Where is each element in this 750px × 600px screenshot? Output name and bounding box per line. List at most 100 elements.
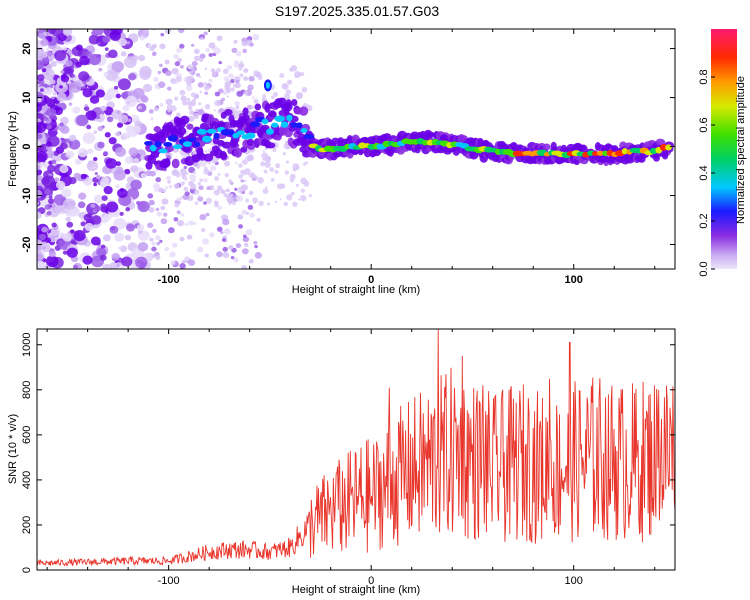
noise-blob bbox=[68, 176, 77, 185]
noise-blob bbox=[156, 241, 161, 246]
noise-blob bbox=[241, 265, 248, 269]
noise-blob bbox=[238, 174, 243, 179]
noise-blob bbox=[188, 105, 193, 111]
noise-blob bbox=[87, 160, 96, 168]
noise-blob bbox=[286, 194, 293, 201]
noise-blob bbox=[227, 81, 230, 84]
track-halo bbox=[469, 150, 479, 160]
noise-blob bbox=[37, 174, 43, 181]
noise-blob bbox=[300, 195, 307, 202]
noise-blob bbox=[103, 213, 112, 221]
track-core bbox=[201, 135, 212, 143]
noise-blob bbox=[84, 103, 88, 107]
noise-blob bbox=[60, 142, 68, 150]
y-tick-label: 20 bbox=[21, 42, 33, 54]
noise-blob bbox=[37, 211, 42, 220]
noise-blob bbox=[151, 246, 157, 252]
snr-chart: -100 0 100 0 200 400 600 800 1000 Height of str… bbox=[7, 328, 676, 596]
noise-blob bbox=[41, 68, 47, 73]
noise-blob bbox=[100, 203, 107, 210]
noise-blob bbox=[180, 168, 187, 175]
noise-blob bbox=[199, 58, 204, 62]
noise-blob bbox=[181, 181, 185, 185]
noise-blob bbox=[37, 189, 43, 199]
noise-blob bbox=[252, 96, 255, 99]
track-halo bbox=[186, 123, 194, 130]
noise-blob bbox=[115, 161, 122, 167]
noise-blob bbox=[238, 62, 245, 69]
noise-blob bbox=[88, 34, 100, 45]
noise-blob bbox=[126, 223, 135, 232]
noise-blob bbox=[208, 161, 212, 165]
noise-blob bbox=[264, 156, 272, 163]
noise-blob bbox=[113, 85, 119, 90]
track-core bbox=[213, 132, 220, 140]
noise-blob bbox=[275, 163, 281, 169]
noise-blob bbox=[150, 117, 154, 121]
noise-blob bbox=[135, 256, 148, 268]
noise-blob bbox=[77, 201, 86, 209]
noise-blob bbox=[139, 69, 151, 80]
noise-blob bbox=[183, 186, 189, 192]
noise-blob bbox=[109, 30, 121, 41]
noise-blob bbox=[192, 171, 196, 174]
noise-blob bbox=[204, 91, 208, 95]
noise-blob bbox=[270, 177, 275, 182]
noise-blob bbox=[246, 154, 254, 162]
noise-blob bbox=[233, 257, 239, 263]
track-core bbox=[665, 144, 672, 151]
track-halo bbox=[427, 131, 435, 138]
noise-blob bbox=[258, 73, 262, 77]
y-tick-label: 0 bbox=[21, 567, 33, 573]
noise-blob bbox=[167, 227, 175, 234]
track-core bbox=[245, 132, 256, 139]
colorbar-tick-label: 0.2 bbox=[698, 213, 710, 228]
noise-blob bbox=[197, 82, 204, 88]
noise-blob bbox=[222, 252, 230, 259]
noise-blob bbox=[108, 49, 118, 59]
track-core bbox=[596, 150, 605, 156]
track-core bbox=[659, 143, 668, 151]
noise-blob bbox=[148, 207, 155, 213]
noise-blob bbox=[104, 47, 109, 51]
noise-blob bbox=[186, 81, 192, 87]
noise-blob bbox=[37, 239, 44, 252]
noise-blob bbox=[170, 78, 176, 84]
noise-blob bbox=[154, 188, 158, 193]
colorbar-tick-label: 0.8 bbox=[698, 69, 710, 84]
noise-blob bbox=[121, 92, 129, 99]
noise-blob bbox=[82, 255, 93, 265]
noise-blob bbox=[242, 248, 249, 255]
noise-blob bbox=[171, 171, 177, 176]
noise-blob bbox=[267, 202, 271, 206]
noise-blob bbox=[174, 202, 180, 208]
noise-blob bbox=[203, 84, 210, 91]
noise-blob bbox=[173, 148, 178, 153]
noise-blob bbox=[285, 89, 292, 95]
noise-blob bbox=[37, 74, 45, 81]
y-tick-label: 600 bbox=[21, 426, 33, 444]
noise-blob bbox=[190, 183, 197, 190]
noise-blob bbox=[170, 260, 176, 265]
noise-blob bbox=[222, 218, 230, 226]
track-core bbox=[163, 142, 173, 147]
noise-blob bbox=[100, 254, 107, 261]
noise-blob bbox=[166, 86, 172, 91]
track-halo bbox=[224, 109, 233, 116]
noise-blob bbox=[75, 114, 89, 126]
noise-blob bbox=[111, 61, 124, 73]
noise-blob bbox=[83, 213, 93, 222]
noise-blob bbox=[191, 178, 196, 183]
noise-blob bbox=[100, 105, 107, 112]
noise-blob bbox=[179, 89, 186, 96]
noise-blob bbox=[122, 105, 130, 112]
noise-blob bbox=[199, 90, 202, 94]
noise-blob bbox=[185, 133, 188, 136]
noise-blob bbox=[115, 184, 120, 189]
noise-blob bbox=[147, 193, 154, 199]
noise-blob bbox=[60, 70, 65, 74]
noise-blob bbox=[234, 60, 239, 65]
colorbar-gradient bbox=[711, 29, 737, 269]
noise-blob bbox=[111, 252, 120, 261]
noise-blob bbox=[153, 106, 159, 112]
